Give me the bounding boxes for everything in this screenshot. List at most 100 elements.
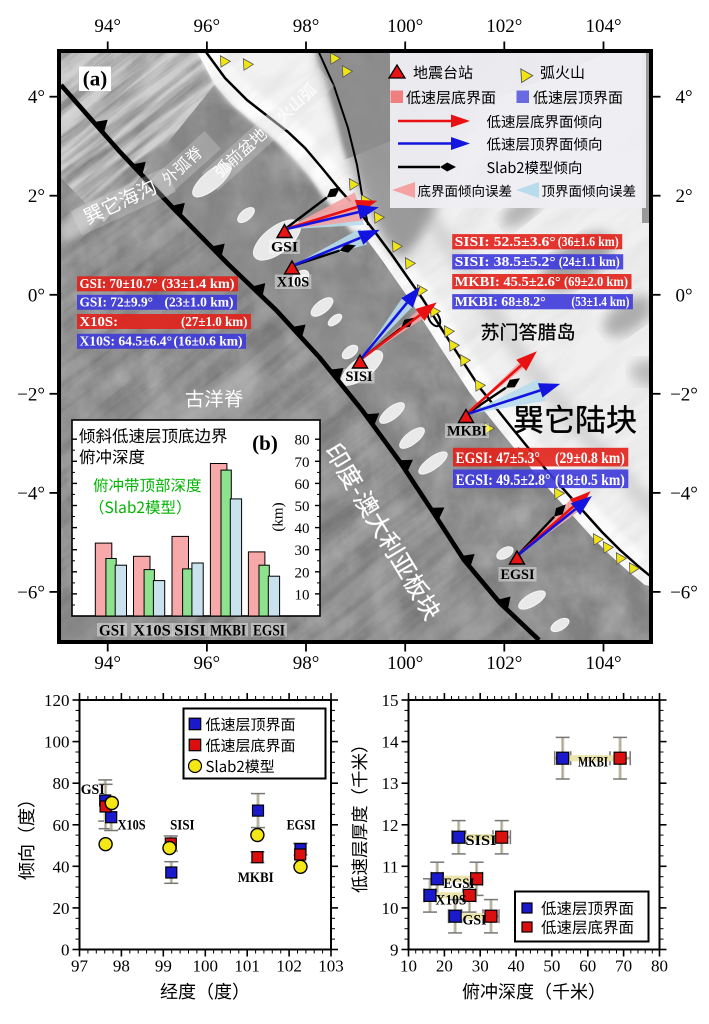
svg-text:X10S: X10S xyxy=(133,623,171,640)
svg-text:(29±0.8 km): (29±0.8 km) xyxy=(555,450,625,467)
svg-text:104°: 104° xyxy=(585,16,621,37)
svg-text:9: 9 xyxy=(390,941,399,960)
svg-text:20: 20 xyxy=(53,899,70,918)
svg-text:MKBI: MKBI xyxy=(578,755,608,771)
svg-text:SISI: 38.5±5.2°: SISI: 38.5±5.2° xyxy=(455,255,556,270)
svg-text:4°: 4° xyxy=(675,87,692,108)
svg-text:(27±1.0 km): (27±1.0 km) xyxy=(181,315,248,330)
svg-text:(b): (b) xyxy=(252,431,278,455)
svg-text:103: 103 xyxy=(318,957,344,976)
svg-text:MKBI: 45.5±2.6°: MKBI: 45.5±2.6° xyxy=(455,275,561,290)
svg-text:4°: 4° xyxy=(28,87,45,108)
svg-text:98°: 98° xyxy=(293,16,320,37)
svg-text:50: 50 xyxy=(295,499,310,515)
svg-text:SISI: SISI xyxy=(170,818,195,834)
svg-text:102°: 102° xyxy=(486,16,522,37)
svg-text:101: 101 xyxy=(234,957,260,976)
svg-text:(a): (a) xyxy=(83,67,108,91)
svg-text:(33±1.4 km): (33±1.4 km) xyxy=(162,277,235,292)
svg-text:MKBI: MKBI xyxy=(210,623,246,640)
svg-text:SISI: SISI xyxy=(466,833,497,849)
svg-text:11: 11 xyxy=(382,857,398,876)
svg-text:EGSI: EGSI xyxy=(253,623,285,640)
svg-text:98°: 98° xyxy=(293,653,320,674)
svg-text:99: 99 xyxy=(155,957,172,976)
svg-text:100°: 100° xyxy=(387,16,423,37)
svg-text:SISI: 52.5±3.6°: SISI: 52.5±3.6° xyxy=(455,235,556,250)
svg-text:10: 10 xyxy=(400,957,417,976)
svg-text:0: 0 xyxy=(61,941,70,960)
svg-text:120: 120 xyxy=(44,691,70,710)
svg-text:20: 20 xyxy=(295,565,310,581)
svg-text:−2°: −2° xyxy=(670,384,698,405)
svg-text:X10S:: X10S: xyxy=(80,315,119,330)
svg-text:0°: 0° xyxy=(675,285,692,306)
svg-text:13: 13 xyxy=(382,774,399,793)
svg-text:−4°: −4° xyxy=(670,483,698,504)
svg-text:80: 80 xyxy=(651,957,668,976)
svg-text:97: 97 xyxy=(71,957,89,976)
svg-text:(16±0.6 km): (16±0.6 km) xyxy=(174,335,243,350)
svg-text:(69±2.0 km): (69±2.0 km) xyxy=(564,275,628,290)
svg-text:EGSI: EGSI xyxy=(287,818,316,834)
svg-text:GSI: 72±9.9°: GSI: 72±9.9° xyxy=(80,296,154,311)
svg-text:100°: 100° xyxy=(387,653,423,674)
svg-text:50: 50 xyxy=(543,957,560,976)
svg-text:GSI: GSI xyxy=(99,623,125,640)
svg-text:(36±1.6 km): (36±1.6 km) xyxy=(558,235,619,250)
svg-text:104°: 104° xyxy=(585,653,621,674)
svg-text:(53±1.4 km): (53±1.4 km) xyxy=(571,295,629,310)
svg-text:GSI: GSI xyxy=(81,782,105,798)
svg-text:X10S: 64.5±6.4°: X10S: 64.5±6.4° xyxy=(80,335,173,350)
svg-text:(24±1.1 km): (24±1.1 km) xyxy=(559,255,620,270)
svg-text:40: 40 xyxy=(53,857,70,876)
svg-text:40: 40 xyxy=(295,521,310,537)
svg-text:−6°: −6° xyxy=(670,582,698,603)
svg-text:102°: 102° xyxy=(486,653,522,674)
svg-text:80: 80 xyxy=(53,774,70,793)
svg-text:100: 100 xyxy=(193,957,219,976)
svg-text:15: 15 xyxy=(382,691,399,710)
svg-text:(23±1.0 km): (23±1.0 km) xyxy=(165,296,234,311)
svg-text:102: 102 xyxy=(276,957,302,976)
svg-text:70: 70 xyxy=(295,455,310,471)
svg-text:EGSI: 49.5±2.8°: EGSI: 49.5±2.8° xyxy=(456,472,551,489)
svg-text:SISI: SISI xyxy=(346,369,373,385)
svg-text:−2°: −2° xyxy=(17,384,45,405)
svg-text:(km): (km) xyxy=(271,502,287,531)
svg-text:10: 10 xyxy=(382,899,399,918)
svg-text:94°: 94° xyxy=(94,653,121,674)
svg-text:30: 30 xyxy=(472,957,489,976)
svg-text:14: 14 xyxy=(382,733,400,752)
svg-text:96°: 96° xyxy=(194,653,221,674)
svg-text:100: 100 xyxy=(44,733,70,752)
svg-text:(18±0.5 km): (18±0.5 km) xyxy=(555,472,625,489)
svg-text:80: 80 xyxy=(295,433,310,449)
svg-text:SISI: SISI xyxy=(174,623,206,640)
svg-text:60: 60 xyxy=(579,957,596,976)
svg-text:GSI: GSI xyxy=(463,913,487,929)
svg-text:MKBI: MKBI xyxy=(447,424,487,440)
svg-text:EGSI: EGSI xyxy=(444,876,475,892)
svg-text:30: 30 xyxy=(295,543,310,559)
svg-text:GSI: 70±10.7°: GSI: 70±10.7° xyxy=(80,277,158,292)
svg-text:X10S: X10S xyxy=(118,818,146,834)
svg-text:−6°: −6° xyxy=(17,582,45,603)
svg-text:X10S: X10S xyxy=(436,893,467,909)
svg-text:60: 60 xyxy=(53,816,70,835)
svg-text:40: 40 xyxy=(508,957,525,976)
svg-text:2°: 2° xyxy=(675,186,692,207)
svg-text:MKBI: MKBI xyxy=(238,870,274,886)
svg-text:12: 12 xyxy=(382,816,399,835)
svg-text:60: 60 xyxy=(295,477,310,493)
svg-text:20: 20 xyxy=(436,957,453,976)
svg-text:98: 98 xyxy=(113,957,130,976)
svg-text:10: 10 xyxy=(295,587,310,603)
svg-text:2°: 2° xyxy=(28,186,45,207)
svg-text:94°: 94° xyxy=(94,16,121,37)
svg-text:EGSI: 47±5.3°: EGSI: 47±5.3° xyxy=(456,450,540,467)
svg-text:0°: 0° xyxy=(28,285,45,306)
svg-text:−4°: −4° xyxy=(17,483,45,504)
svg-text:GSI: GSI xyxy=(271,240,298,256)
svg-text:96°: 96° xyxy=(194,16,221,37)
